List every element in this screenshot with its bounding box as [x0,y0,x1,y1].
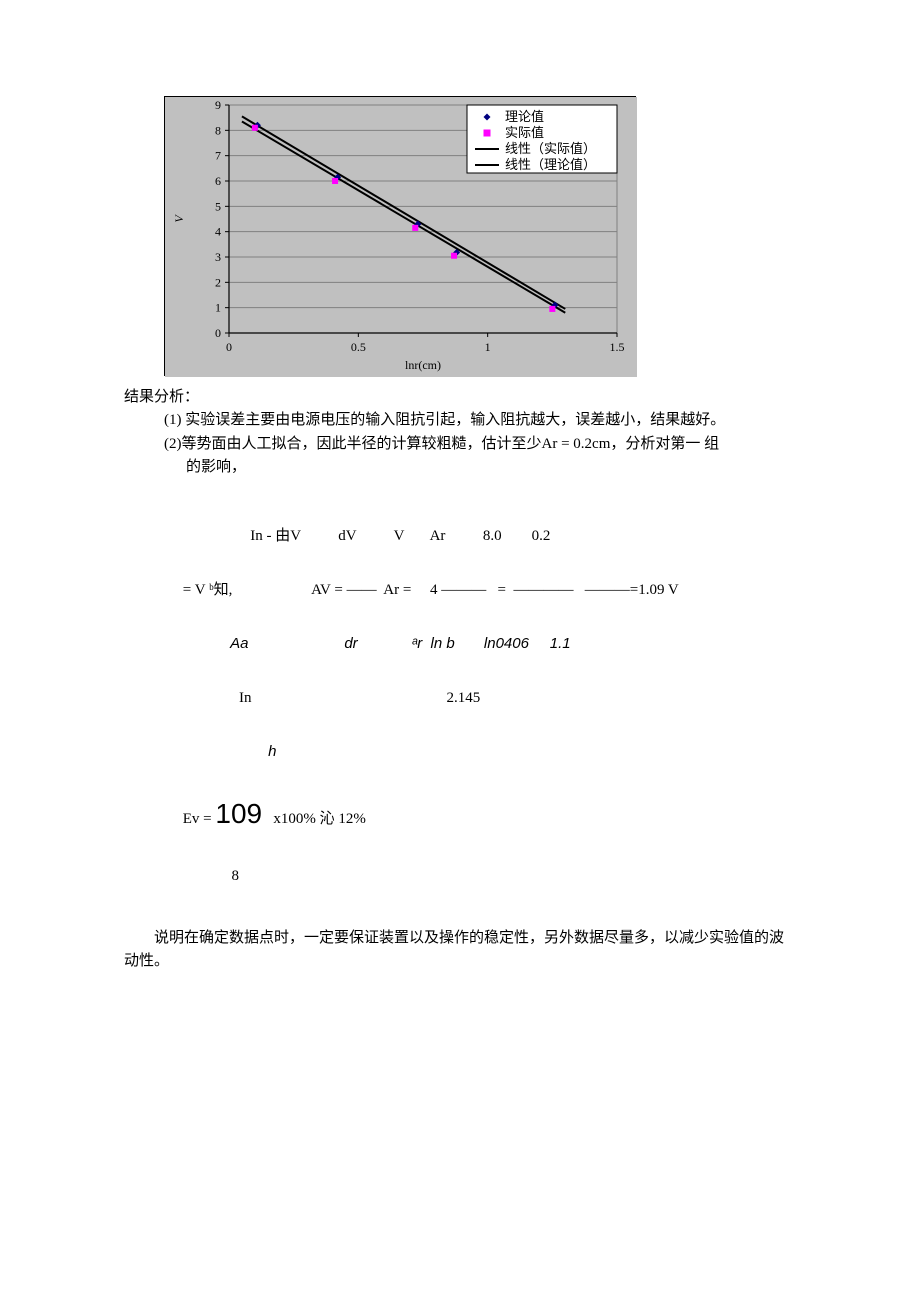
svg-text:9: 9 [215,98,221,112]
formula-line: Ev = 109 x100% 沁 12% [164,797,800,831]
chart-container: 012345678900.511.5lnr(cm)V理论值实际值线性（实际值）线… [164,96,636,376]
svg-text:0: 0 [226,340,232,354]
analysis-section: 结果分析： (1) 实验误差主要由电源电压的输入阻抗引起，输入阻抗越大，误差越小… [0,386,920,973]
formula-line: = V ᵇ知, AV = ―― Ar = 4 ――― = ―――― ―――=1.… [164,581,800,599]
formula-line: In - 由V dV V Ar 8.0 0.2 [164,527,800,545]
svg-text:8: 8 [215,123,221,137]
formula-big-number: 109 [215,798,262,829]
formula-line: Aa dr ᵃr ln b ln0406 1.1 [164,635,800,653]
analysis-item-1: (1) 实验误差主要由电源电压的输入阻抗引起，输入阻抗越大，误差越小，结果越好。 [164,409,800,432]
formula-block: In - 由V dV V Ar 8.0 0.2 = V ᵇ知, AV = ―― … [164,491,800,921]
svg-text:0: 0 [215,326,221,340]
analysis-item-2-line2: 的影响， [186,456,800,479]
conclusion-paragraph: 说明在确定数据点时，一定要保证装置以及操作的稳定性，另外数据尽量多，以减少实验值… [124,927,796,974]
svg-text:线性（理论值）: 线性（理论值） [505,157,596,172]
svg-text:理论值: 理论值 [505,109,544,124]
analysis-item-2-line1: (2)等势面由人工拟合，因此半径的计算较粗糙，估计至少Ar = 0.2cm，分析… [164,433,800,456]
svg-text:5: 5 [215,199,221,213]
svg-text:0.5: 0.5 [351,340,366,354]
formula-line: h [164,743,800,761]
formula-line: In 2.145 [164,689,800,707]
svg-text:1: 1 [485,340,491,354]
svg-text:1.5: 1.5 [610,340,625,354]
svg-text:7: 7 [215,149,221,163]
svg-text:实际值: 实际值 [505,125,544,140]
svg-text:4: 4 [215,225,221,239]
analysis-title: 结果分析： [124,386,800,409]
svg-text:1: 1 [215,301,221,315]
formula-line: 8 [164,867,800,885]
scatter-line-chart: 012345678900.511.5lnr(cm)V理论值实际值线性（实际值）线… [165,97,637,377]
svg-text:lnr(cm): lnr(cm) [405,358,441,372]
svg-text:线性（实际值）: 线性（实际值） [505,141,596,156]
svg-text:2: 2 [215,275,221,289]
svg-text:3: 3 [215,250,221,264]
svg-text:6: 6 [215,174,221,188]
